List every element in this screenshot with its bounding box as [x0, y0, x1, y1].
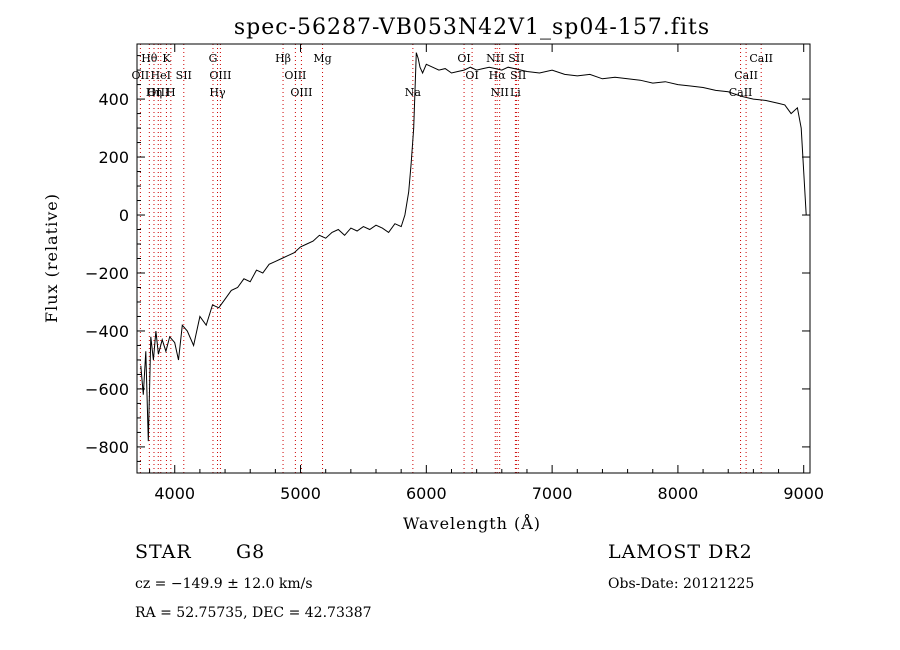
line-label: HeI [151, 69, 171, 82]
x-tick-label: 6000 [406, 484, 447, 503]
line-label: Hγ [209, 86, 226, 99]
x-tick-label: 4000 [154, 484, 195, 503]
line-label: CaII [749, 52, 773, 65]
x-axis: 4000 5000 6000 7000 8000 9000 [149, 44, 824, 503]
y-axis: −800 −600 −400 −200 0 200 400 [85, 55, 810, 462]
line-label: OI [457, 52, 470, 65]
line-label: H [166, 86, 176, 99]
subclass-label: G8 [236, 541, 266, 563]
coordinates-label: RA = 52.75735, DEC = 42.73387 [135, 605, 372, 621]
line-labels: Hθ OII OIII K H HeI Hη SII G OIII Hγ Hβ OIII OIII Mg Na… [132, 52, 773, 99]
line-label: NII [486, 52, 504, 65]
x-tick-label: 7000 [532, 484, 573, 503]
line-label: Hη [146, 86, 162, 99]
y-axis-label: Flux (relative) [42, 193, 61, 323]
line-label: NII [491, 86, 509, 99]
line-label: CaII [734, 69, 758, 82]
line-label: Hθ [141, 52, 158, 65]
obs-date-label: Obs-Date: 20121225 [608, 576, 755, 592]
redshift-label: cz = −149.9 ± 12.0 km/s [135, 576, 313, 592]
survey-label: LAMOST DR2 [608, 541, 753, 563]
x-tick-label: 8000 [658, 484, 699, 503]
line-label: Hα [489, 69, 507, 82]
x-axis-label: Wavelength (Å) [403, 513, 541, 533]
y-tick-label: −600 [85, 380, 129, 399]
chart-title: spec-56287-VB053N42V1_sp04-157.fits [234, 15, 710, 40]
y-tick-label: 400 [98, 90, 129, 109]
y-tick-label: 200 [98, 148, 129, 167]
x-tick-label: 9000 [783, 484, 824, 503]
line-label: CaII [729, 86, 753, 99]
line-label: Na [405, 86, 422, 99]
x-tick-label: 5000 [280, 484, 321, 503]
line-label: OIII [209, 69, 231, 82]
line-label: G [209, 52, 218, 65]
line-label: OIII [290, 86, 312, 99]
line-label: Hβ [275, 52, 291, 65]
y-tick-label: −400 [85, 322, 129, 341]
line-label: Mg [313, 52, 331, 65]
y-tick-label: −200 [85, 264, 129, 283]
line-label: SII [176, 69, 192, 82]
class-label: STAR [135, 541, 192, 563]
line-label: OIII [284, 69, 306, 82]
line-label: Li [510, 86, 521, 99]
spectrum-line [140, 52, 807, 442]
line-label: OII [132, 69, 150, 82]
line-label: OIII [147, 86, 169, 99]
y-tick-label: 0 [119, 206, 129, 225]
line-markers [139, 44, 762, 473]
line-label: SII [508, 52, 524, 65]
line-label: K [162, 52, 171, 65]
line-label: OI [465, 69, 478, 82]
line-label: SII [510, 69, 526, 82]
y-tick-label: −800 [85, 438, 129, 457]
plot-frame [136, 43, 811, 474]
